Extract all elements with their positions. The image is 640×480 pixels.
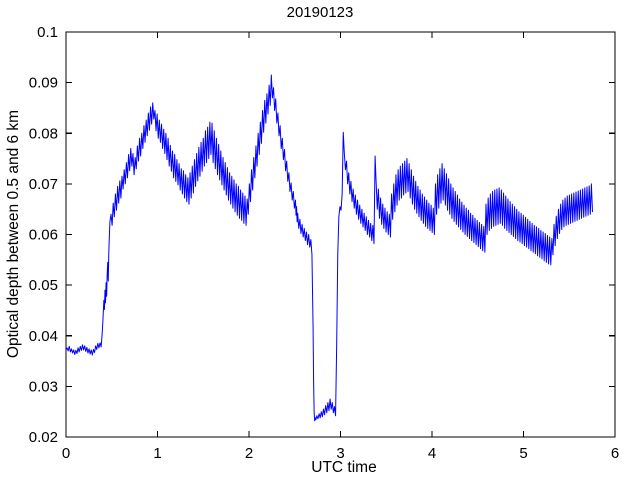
x-axis-label: UTC time	[311, 459, 376, 476]
y-tick-label: 0.07	[29, 176, 58, 193]
y-tick-label: 0.1	[37, 24, 58, 41]
chart-title: 20190123	[287, 4, 354, 21]
y-tick-label: 0.09	[29, 75, 58, 92]
y-tick-label: 0.02	[29, 429, 58, 446]
y-tick-label: 0.06	[29, 227, 58, 244]
x-tick-label: 5	[519, 445, 527, 462]
y-axis-label: Optical depth between 0.5 and 6 km	[5, 110, 22, 358]
y-tick-label: 0.04	[29, 328, 58, 345]
x-tick-label: 3	[336, 445, 344, 462]
y-tick-label: 0.05	[29, 277, 58, 294]
x-tick-label: 2	[245, 445, 253, 462]
data-series-group	[65, 74, 593, 422]
y-tick-label: 0.03	[29, 378, 58, 395]
y-tick-label: 0.08	[29, 125, 58, 142]
data-series-optical-depth	[65, 74, 593, 422]
x-tick-label: 6	[611, 445, 619, 462]
y-axis-ticks: 0.02 0.03 0.04 0.05 0.06 0.07 0.08 0.09 0.1	[29, 24, 615, 446]
x-tick-label: 4	[428, 445, 436, 462]
x-tick-label: 1	[153, 445, 161, 462]
x-axis-ticks: 0 1 2 3 4 5 6	[62, 32, 619, 462]
x-tick-label: 0	[62, 445, 70, 462]
